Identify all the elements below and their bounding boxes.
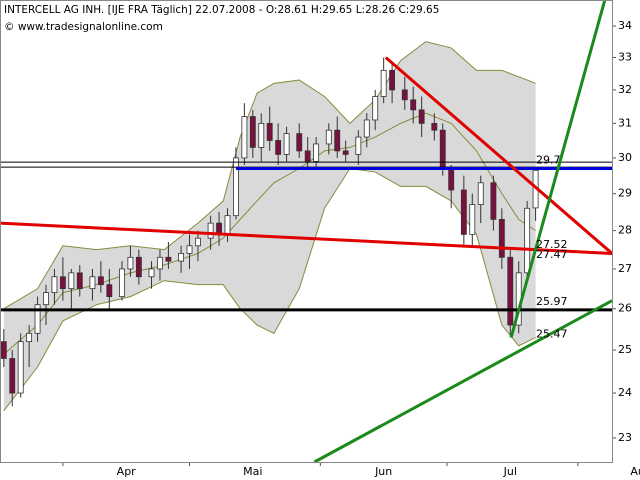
candle-body — [469, 204, 476, 235]
candle-body — [59, 276, 66, 290]
candle-body — [157, 256, 163, 270]
candle-body — [17, 341, 24, 394]
candle-body — [9, 358, 16, 394]
price-label: 27.52 — [536, 238, 568, 251]
candle-body — [325, 129, 332, 145]
y-tick-label: 30 — [618, 151, 632, 164]
y-tick-label: 27 — [618, 262, 632, 275]
band-upper — [3, 41, 536, 310]
candle-body — [43, 292, 49, 306]
candle-body — [296, 133, 303, 152]
candle-body — [89, 276, 96, 290]
candle-body — [207, 222, 214, 239]
candle-body — [106, 284, 113, 298]
watermark: © www.tradesignalonline.com — [4, 21, 163, 33]
candle-body — [507, 256, 514, 326]
candle-body — [26, 332, 33, 343]
y-tick-label: 34 — [618, 19, 632, 32]
candle-body — [372, 96, 379, 121]
level-label: 29.7 — [536, 154, 561, 167]
candle-body — [241, 116, 248, 159]
candle-body — [498, 218, 505, 258]
candle-body — [127, 256, 134, 270]
candle-body — [178, 253, 184, 262]
candle-body — [224, 215, 231, 235]
chart-title: INTERCELL AG INH. [IJE FRA Täglich] 22.0… — [4, 4, 439, 16]
candle-body — [97, 276, 104, 286]
plot-frame — [0, 0, 613, 463]
y-tick-label: 23 — [618, 431, 632, 444]
candle-body — [460, 189, 467, 235]
candle-body — [283, 133, 290, 155]
y-tick-label: 33 — [618, 50, 632, 63]
candle-body — [266, 122, 273, 141]
candle-body — [165, 256, 172, 262]
candle-body — [68, 272, 75, 290]
candle-body — [389, 69, 396, 91]
level-label: 25.97 — [536, 295, 568, 308]
candle-body — [477, 182, 484, 205]
candle-body — [258, 122, 265, 148]
price-label: 27.47 — [536, 248, 568, 261]
candle-body — [135, 256, 142, 278]
candle-body — [439, 129, 446, 169]
candle-body — [448, 168, 455, 191]
candle-body — [76, 272, 83, 290]
x-tick-label: Aug — [630, 465, 640, 478]
trendline — [313, 299, 613, 464]
candle-body — [148, 268, 155, 278]
band-middle — [3, 112, 536, 355]
candle-body — [195, 237, 201, 247]
x-tick-label: Mai — [243, 465, 262, 478]
trendline — [0, 221, 613, 255]
candle-body — [304, 150, 311, 162]
trendline — [384, 56, 613, 255]
candle-body — [380, 69, 387, 97]
x-tick-label: Apr — [117, 465, 137, 478]
candle-body — [0, 341, 7, 359]
y-tick-label: 25 — [618, 343, 632, 356]
candle-body — [490, 182, 497, 220]
candle-body — [431, 122, 438, 131]
candle-body — [524, 207, 531, 274]
candle-body — [355, 136, 362, 155]
candle-body — [313, 143, 320, 162]
y-tick-label: 26 — [618, 302, 632, 315]
candle-body — [186, 245, 193, 254]
trendline — [509, 0, 607, 338]
price-label: 25.47 — [536, 327, 568, 340]
candle-body — [275, 140, 282, 155]
candle-body — [334, 129, 341, 152]
candle-body — [418, 109, 425, 124]
candle-body — [363, 119, 370, 138]
candle-body — [233, 157, 239, 217]
candle-body — [51, 276, 58, 294]
y-tick-label: 29 — [618, 187, 632, 200]
y-tick-label: 31 — [618, 116, 632, 129]
y-tick-label: 32 — [618, 83, 632, 96]
candle-body — [249, 116, 256, 148]
y-tick-label: 24 — [618, 386, 632, 399]
candle-body — [342, 150, 349, 155]
band-fill — [3, 41, 536, 411]
y-tick-label: 28 — [618, 224, 632, 237]
candle-body — [34, 304, 41, 334]
candle-body — [410, 99, 417, 111]
candle-body — [401, 89, 408, 101]
x-tick-label: Jul — [503, 465, 517, 478]
plot-area — [0, 41, 539, 412]
x-tick-label: Jun — [374, 465, 392, 478]
candle-body — [119, 268, 125, 298]
